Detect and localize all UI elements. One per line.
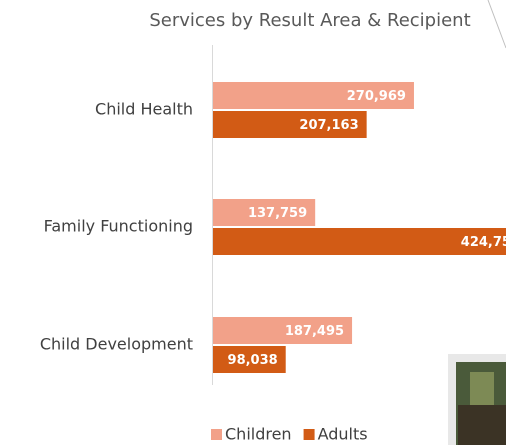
bar — [213, 317, 353, 344]
photo — [448, 354, 506, 445]
data-label: 424,750 — [461, 235, 506, 250]
category-label: Child Development — [40, 335, 193, 354]
chart-title: Services by Result Area & Recipient — [149, 10, 470, 31]
data-label: 207,163 — [299, 118, 358, 133]
bar — [213, 346, 286, 373]
bar — [213, 228, 506, 255]
data-label: 137,759 — [248, 206, 307, 221]
data-label: 187,495 — [285, 324, 344, 339]
legend-label: Children — [225, 425, 292, 444]
decor-line — [487, 0, 506, 49]
legend-swatch — [211, 429, 222, 440]
data-label: 270,969 — [347, 89, 406, 104]
bar — [213, 82, 414, 109]
bar — [213, 111, 367, 138]
category-label: Child Health — [95, 100, 193, 119]
category-label: Family Functioning — [44, 217, 193, 236]
legend-label: Adults — [318, 425, 368, 444]
data-label: 98,038 — [228, 353, 278, 368]
legend-swatch — [303, 429, 315, 440]
bar — [213, 199, 316, 226]
